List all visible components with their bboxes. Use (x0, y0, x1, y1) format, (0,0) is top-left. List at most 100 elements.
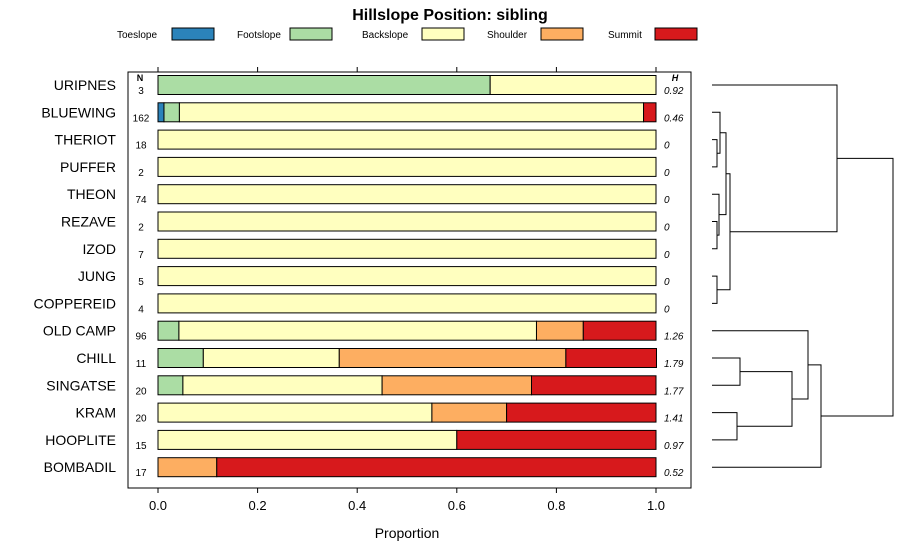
category-label: THERIOT (55, 132, 117, 148)
h-value: 0 (664, 168, 670, 179)
legend-swatch (289, 27, 333, 41)
bar-summit (506, 402, 657, 423)
n-header: N (137, 73, 144, 83)
h-value: 1.41 (664, 414, 683, 425)
x-tick-label: 0.4 (348, 498, 366, 513)
category-label: BOMBADIL (44, 459, 117, 475)
row-old-camp: OLD CAMP 96 1.26 (43, 320, 684, 343)
n-value: 15 (135, 441, 147, 452)
h-value: 0 (664, 223, 670, 234)
dendrogram-branch (712, 111, 721, 154)
legend-label: Summit (608, 30, 642, 41)
h-value: 0 (664, 195, 670, 206)
n-value: 4 (138, 304, 144, 315)
h-header: H (672, 73, 679, 83)
legend-swatch (421, 27, 465, 41)
category-label: BLUEWING (41, 104, 116, 120)
x-tick-label: 0.0 (149, 498, 167, 513)
category-label: CHILL (76, 350, 116, 366)
n-value: 20 (135, 414, 147, 425)
n-value: 17 (135, 468, 147, 479)
h-value: 0 (664, 304, 670, 315)
bar-footslope (163, 102, 180, 123)
n-value: 5 (138, 277, 144, 288)
category-label: JUNG (78, 268, 116, 284)
row-coppereid: COPPEREID 4 0 (34, 293, 670, 315)
category-label: HOOPLITE (45, 432, 116, 448)
bar-shoulder (535, 320, 584, 341)
bar-footslope (157, 75, 491, 95)
h-value: 0.92 (664, 86, 684, 97)
bar-shoulder (157, 457, 218, 478)
legend-item-backslope: Backslope (362, 27, 465, 41)
bar-summit (643, 102, 657, 123)
bar-backslope (157, 402, 433, 423)
dendrogram-branch (712, 84, 838, 233)
bar-summit (531, 375, 657, 396)
bar-summit (456, 429, 657, 450)
bar-footslope (157, 375, 184, 396)
legend: Toeslope Footslope Backslope Shoulder Summit (117, 27, 698, 41)
n-value: 162 (133, 113, 150, 124)
row-kram: KRAM 20 1.41 (76, 402, 683, 425)
category-label: KRAM (76, 405, 116, 421)
bar-footslope (157, 320, 180, 341)
bar-backslope (157, 184, 657, 205)
chart-title: Hillslope Position: sibling (352, 7, 548, 24)
legend-item-summit: Summit (608, 27, 698, 41)
legend-label: Footslope (237, 30, 281, 41)
n-value: 74 (135, 195, 147, 206)
bar-backslope (157, 238, 657, 259)
dendrogram (712, 84, 894, 468)
dendrogram-branch (712, 221, 718, 250)
bar-backslope (202, 348, 340, 368)
bar-summit (216, 457, 657, 478)
dendrogram-branch (712, 412, 738, 441)
legend-item-shoulder: Shoulder (487, 27, 584, 41)
bar-shoulder (381, 375, 532, 396)
legend-item-footslope: Footslope (237, 27, 333, 41)
row-izod: IZOD 7 0 (83, 238, 670, 261)
bar-shoulder (431, 402, 508, 423)
bar-backslope (157, 429, 458, 450)
bar-backslope (182, 375, 383, 396)
legend-label: Shoulder (487, 30, 528, 41)
dendrogram-branch (712, 193, 720, 236)
row-theon: THEON 74 0 (67, 184, 670, 206)
x-tick-label: 1.0 (647, 498, 665, 513)
h-value: 1.77 (664, 386, 684, 397)
n-value: 2 (138, 168, 144, 179)
dendrogram-branch (821, 157, 894, 417)
bar-summit (565, 348, 657, 368)
category-label: SINGATSE (46, 377, 116, 393)
n-value: 2 (138, 223, 144, 234)
h-value: 0.52 (664, 468, 684, 479)
row-bombadil: BOMBADIL 17 0.52 (44, 457, 684, 479)
dendrogram-branch (712, 139, 718, 168)
bar-backslope (157, 211, 657, 232)
bar-shoulder (338, 348, 567, 368)
row-uripnes: URIPNES 3 0.92 (54, 75, 684, 97)
bar-backslope (178, 102, 645, 123)
n-value: 11 (136, 359, 147, 370)
h-value: 1.79 (664, 359, 684, 370)
bar-backslope (489, 75, 657, 95)
row-bluewing: BLUEWING 162 0.46 (41, 102, 684, 124)
legend-swatch (171, 27, 215, 41)
bar-footslope (157, 348, 204, 368)
bar-toeslope (157, 102, 165, 123)
n-value: 20 (135, 386, 147, 397)
x-tick-label: 0.8 (547, 498, 565, 513)
dendrogram-branch (712, 330, 809, 400)
h-value: 0 (664, 277, 670, 288)
row-theriot: THERIOT 18 0 (55, 129, 670, 152)
n-value: 7 (138, 250, 144, 261)
x-tick-label: 0.6 (448, 498, 466, 513)
n-value: 3 (138, 86, 144, 97)
legend-swatch (540, 27, 584, 41)
bar-backslope (157, 156, 657, 177)
row-rezave: REZAVE 2 0 (61, 211, 670, 234)
row-jung: JUNG 5 0 (78, 266, 670, 288)
x-axis: 0.0 0.2 0.4 0.6 0.8 1.0 (149, 67, 665, 513)
